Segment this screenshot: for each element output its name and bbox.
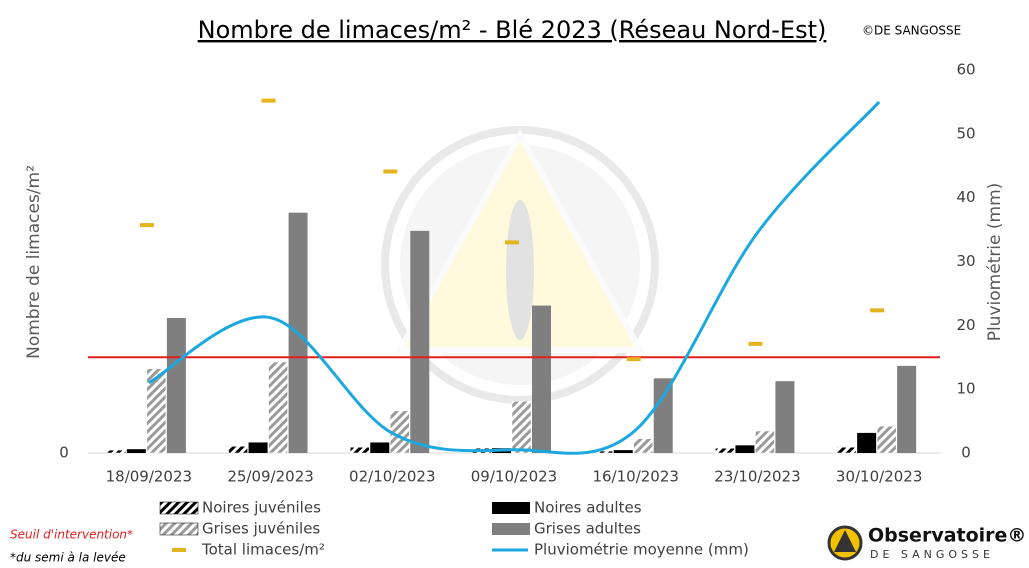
bar — [775, 381, 795, 453]
legend-swatch — [159, 522, 199, 536]
x-tick-label: 30/10/2023 — [836, 468, 922, 486]
x-tick-label: 02/10/2023 — [349, 468, 435, 486]
legend-swatch — [492, 523, 530, 535]
bar — [876, 425, 897, 454]
threshold-label: Seuil d'intervention* — [10, 528, 133, 542]
y2-tick-label: 60 — [956, 61, 975, 79]
bar — [897, 365, 917, 453]
x-tick-label: 09/10/2023 — [471, 468, 557, 486]
bar — [390, 410, 410, 454]
x-tick-label: 16/10/2023 — [592, 468, 678, 486]
bar — [633, 438, 653, 454]
bar — [248, 442, 268, 453]
y2-axis-title: Pluviométrie (mm) — [985, 183, 1005, 342]
bar — [268, 361, 288, 454]
bar — [613, 450, 633, 453]
legend-label: Noires adultes — [534, 499, 642, 517]
y2-tick-label: 50 — [956, 124, 975, 142]
bar — [228, 446, 248, 454]
y2-tick-label: 20 — [956, 316, 975, 334]
logo-name: Observatoire® — [868, 525, 1026, 547]
bar — [126, 449, 146, 453]
bar — [410, 230, 430, 453]
y2-tick-label: 0 — [961, 444, 971, 462]
legend-label: Grises adultes — [534, 520, 641, 538]
watermark — [381, 126, 659, 404]
legend-label: Grises juvéniles — [202, 520, 320, 538]
rain-line — [148, 100, 881, 455]
y2-tick-label: 10 — [956, 380, 975, 398]
legend-swatch — [492, 502, 530, 514]
legend-label: Total limaces/m² — [201, 541, 325, 559]
bar — [755, 430, 775, 454]
logo: Observatoire® DE SANGOSSE — [827, 525, 1026, 561]
bar — [370, 442, 390, 453]
x-tick-label: 18/09/2023 — [106, 468, 192, 486]
y2-tick-label: 40 — [956, 188, 975, 206]
copyright: ©DE SANGOSSE — [862, 24, 961, 38]
bar — [532, 305, 551, 453]
legend-label: Noires juvéniles — [202, 499, 321, 517]
legend-swatch — [159, 501, 199, 515]
y-axis-title: Nombre de limaces/m² — [24, 165, 44, 359]
legend-label: Pluviométrie moyenne (mm) — [534, 541, 749, 559]
bar — [106, 449, 127, 454]
bar — [735, 445, 755, 453]
bar — [350, 447, 370, 454]
note: *du semi à la levée — [10, 551, 126, 565]
y-tick-label: 0 — [59, 444, 69, 462]
bar — [166, 317, 186, 453]
bar — [653, 378, 673, 453]
y2-tick-label: 30 — [956, 252, 975, 270]
bar — [715, 447, 735, 454]
bar — [857, 432, 877, 453]
bar — [836, 447, 857, 454]
x-tick-label: 25/09/2023 — [227, 468, 313, 486]
bar — [511, 401, 532, 454]
x-tick-label: 23/10/2023 — [714, 468, 800, 486]
chart-title: Nombre de limaces/m² - Blé 2023 (Réseau … — [198, 16, 827, 44]
bar — [146, 368, 167, 454]
logo-sub: DE SANGOSSE — [870, 548, 994, 561]
